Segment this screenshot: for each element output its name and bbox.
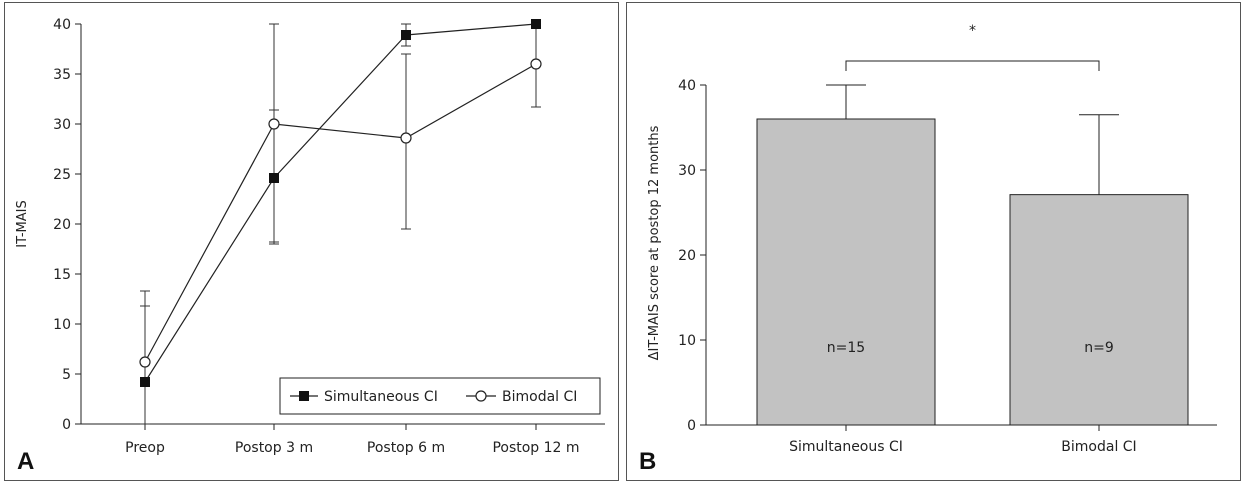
series-line [144,23,537,383]
y-axis-label: IT-MAIS [15,200,30,247]
y-tick-label: 35 [53,67,71,83]
chart-b-svg: 0 10 20 30 40 ΔIT-MAIS score at postop 12 mon… [639,23,1217,475]
x-tick-label: Postop 6 m [367,440,445,456]
data-point-square [269,173,279,183]
data-point-square [401,30,411,40]
data-point-square [531,19,541,29]
data-point-square [140,377,150,387]
legend-box [279,377,601,415]
bar [756,118,936,426]
y-tick-label: 25 [53,167,71,183]
data-point-circle [268,118,280,130]
y-tick-label: 10 [53,317,71,333]
data-point-circle [400,132,412,144]
panel-letter-b: B [639,448,656,475]
x-tick-label: Simultaneous CI [789,439,903,455]
chart-a-svg: 0 5 10 15 20 25 30 35 40 Preop Postop 3 m Postop 6 … [15,17,605,475]
bar-n-label: n=9 [1084,340,1114,356]
panel-a-line-chart: 0 5 10 15 20 25 30 35 40 Preop Postop 3 m Postop 6 … [4,2,619,481]
legend-marker-circle [475,390,487,402]
series-line [144,63,537,363]
legend-label-simultaneous: Simultaneous CI [324,389,438,405]
y-tick-label: 20 [53,217,71,233]
y-axis-label: ΔIT-MAIS score at postop 12 months [647,125,662,360]
y-tick-label: 40 [678,78,696,94]
panel-b-bar-chart: 0 10 20 30 40 ΔIT-MAIS score at postop 12 mon… [626,2,1241,481]
y-tick-label: 30 [678,163,696,179]
y-tick-label: 20 [678,248,696,264]
y-tick-label: 10 [678,333,696,349]
x-tick-label: Preop [125,440,165,456]
x-tick-label: Postop 3 m [235,440,313,456]
x-tick-label: Postop 12 m [492,440,579,456]
bar-n-label: n=15 [827,340,865,356]
y-tick-label: 15 [53,267,71,283]
y-tick-label: 5 [62,367,71,383]
y-tick-label: 0 [687,418,696,434]
y-tick-label: 0 [62,417,71,433]
data-point-circle [139,356,151,368]
y-tick-label: 40 [53,17,71,33]
panel-letter-a: A [17,448,34,475]
data-point-circle [530,58,542,70]
bar [1009,194,1189,426]
significance-asterisk: * [969,23,976,39]
x-tick-label: Bimodal CI [1061,439,1136,455]
y-tick-label: 30 [53,117,71,133]
legend-label-bimodal: Bimodal CI [502,389,577,405]
significance-bracket [845,60,1100,71]
legend-marker-square [299,391,309,401]
